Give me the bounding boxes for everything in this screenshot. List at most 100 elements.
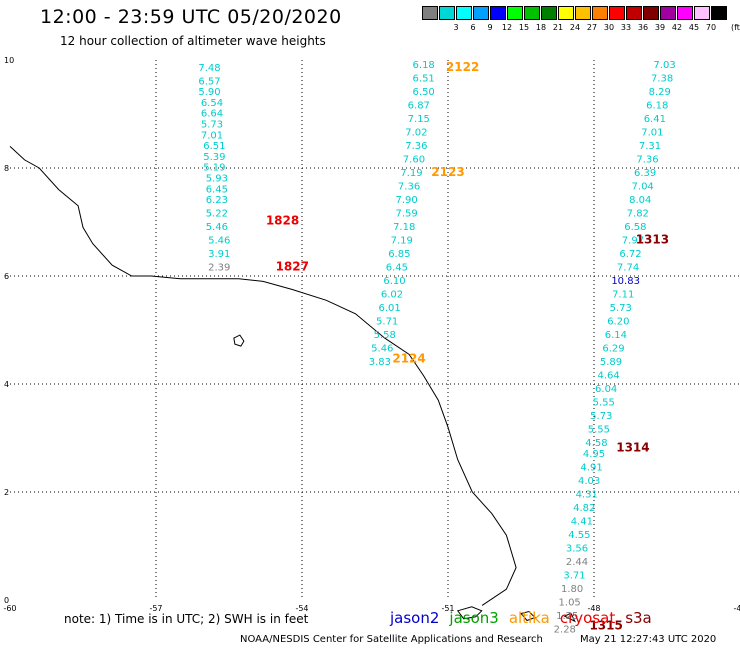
wave-height-value: 3.56 — [566, 543, 588, 554]
color-scale-label: 15 — [518, 23, 530, 32]
lon-tick-label: -51 — [441, 604, 454, 613]
wave-height-value: 10.83 — [611, 276, 640, 287]
pass-time-label: 1827 — [276, 260, 309, 274]
wave-height-value: 7.36 — [398, 182, 420, 193]
wave-height-value: 7.74 — [617, 263, 639, 274]
wave-height-value: 6.29 — [602, 344, 624, 355]
color-scale-swatch — [626, 6, 642, 20]
footer-credit: NOAA/NESDIS Center for Satellite Applica… — [240, 634, 543, 645]
wave-height-value: 5.73 — [201, 120, 223, 131]
wave-height-value: 5.89 — [600, 357, 622, 368]
wave-height-value: 1.05 — [559, 597, 581, 608]
wave-height-value: 6.02 — [381, 290, 403, 301]
pass-time-label: 1828 — [266, 214, 299, 228]
wave-height-value: 6.39 — [634, 168, 656, 179]
wave-height-value: 5.39 — [203, 152, 225, 163]
lat-tick-label: 0 — [4, 596, 9, 605]
satellite-legend: jason2 jason3 altika cryosat s3a — [390, 609, 662, 627]
pass-time-label: 1315 — [589, 619, 622, 633]
wave-height-value: 6.57 — [198, 76, 220, 87]
wave-height-value: 3.71 — [563, 570, 585, 581]
color-scale-label: 45 — [688, 23, 700, 32]
legend-entry-jason2: jason2 — [390, 609, 440, 627]
pass-time-label: 1314 — [616, 441, 649, 455]
color-scale-swatch — [677, 6, 693, 20]
wave-height-value: 7.59 — [396, 209, 418, 220]
pass-time-label: 2123 — [431, 165, 464, 179]
wave-height-value: 4.82 — [573, 503, 595, 514]
wave-height-value: 7.01 — [201, 130, 223, 141]
color-scale-swatch — [439, 6, 455, 20]
wave-height-value: 4.64 — [597, 371, 619, 382]
lon-tick-label: -57 — [149, 604, 162, 613]
legend-entry-jason3: jason3 — [449, 609, 499, 627]
color-scale-swatch — [456, 6, 472, 20]
wave-height-value: 6.85 — [388, 249, 410, 260]
color-scale-swatch — [541, 6, 557, 20]
wave-height-value: 6.18 — [646, 101, 668, 112]
wave-height-value: 7.60 — [403, 155, 425, 166]
pass-time-label: 2124 — [392, 351, 425, 365]
color-scale-swatch — [490, 6, 506, 20]
wave-height-value: 4.41 — [571, 516, 593, 527]
wave-height-value: 7.38 — [651, 74, 673, 85]
wave-height-value: 6.54 — [201, 98, 223, 109]
wave-height-value: 7.11 — [612, 290, 634, 301]
color-scale-swatch — [711, 6, 727, 20]
wave-height-value: 7.18 — [393, 222, 415, 233]
lon-tick-label: -60 — [3, 604, 16, 613]
lat-tick-label: 2 — [4, 488, 9, 497]
color-scale-label: 70 — [705, 23, 717, 32]
color-scale-label: 3 — [453, 23, 459, 32]
wave-height-value: 6.51 — [203, 141, 225, 152]
wave-height-value: 8.04 — [629, 195, 651, 206]
color-scale-label: 21 — [552, 23, 564, 32]
color-scale-swatch — [524, 6, 540, 20]
wave-height-value: 2.28 — [554, 624, 576, 635]
wave-height-value: 1.80 — [561, 584, 583, 595]
wave-height-value: 5.93 — [206, 174, 228, 185]
wave-height-value: 6.41 — [644, 114, 666, 125]
color-scale-swatch — [575, 6, 591, 20]
wave-height-value: 6.01 — [378, 303, 400, 314]
wave-height-value: 5.90 — [198, 87, 220, 98]
color-scale-swatch — [473, 6, 489, 20]
wave-height-value: 6.72 — [619, 249, 641, 260]
color-scale-swatch — [422, 6, 438, 20]
wave-height-value: 3.83 — [369, 357, 391, 368]
lat-tick-label: 10 — [4, 56, 14, 65]
color-scale-label: 30 — [603, 23, 615, 32]
wave-height-value: 4.55 — [568, 530, 590, 541]
wave-height-value: 3.91 — [208, 249, 230, 260]
color-scale-swatch — [609, 6, 625, 20]
color-scale-label: 9 — [487, 23, 493, 32]
island-outline — [233, 334, 245, 347]
wave-height-value: 5.58 — [374, 330, 396, 341]
wave-height-value: 6.10 — [383, 276, 405, 287]
color-scale-label: 24 — [569, 23, 581, 32]
wave-height-value: 5.73 — [590, 411, 612, 422]
wave-height-value: 7.36 — [636, 155, 658, 166]
wave-height-value: 6.04 — [595, 384, 617, 395]
wave-height-value: 5.19 — [203, 163, 225, 174]
wave-height-value: 6.50 — [413, 87, 435, 98]
color-scale-label: 27 — [586, 23, 598, 32]
legend-entry-s3a: s3a — [625, 609, 652, 627]
wave-height-value: 5.46 — [371, 344, 393, 355]
color-scale-label: 36 — [637, 23, 649, 32]
wave-height-value: 6.18 — [413, 60, 435, 71]
wave-height-value: 5.46 — [206, 222, 228, 233]
wave-height-value: 6.23 — [206, 195, 228, 206]
color-scale-swatch — [643, 6, 659, 20]
wave-height-value: 7.48 — [198, 63, 220, 74]
wave-height-value: 6.51 — [413, 74, 435, 85]
wave-height-value: 7.90 — [396, 195, 418, 206]
color-scale-label: 39 — [654, 23, 666, 32]
wave-height-value: 6.14 — [605, 330, 627, 341]
wave-height-value: 7.19 — [391, 236, 413, 247]
wave-height-value: 6.45 — [206, 184, 228, 195]
color-scale-swatch — [660, 6, 676, 20]
lat-tick-label: 8 — [4, 164, 9, 173]
footer-timestamp: May 21 12:27:43 UTC 2020 — [580, 634, 717, 645]
delta-island-outline — [563, 612, 576, 623]
